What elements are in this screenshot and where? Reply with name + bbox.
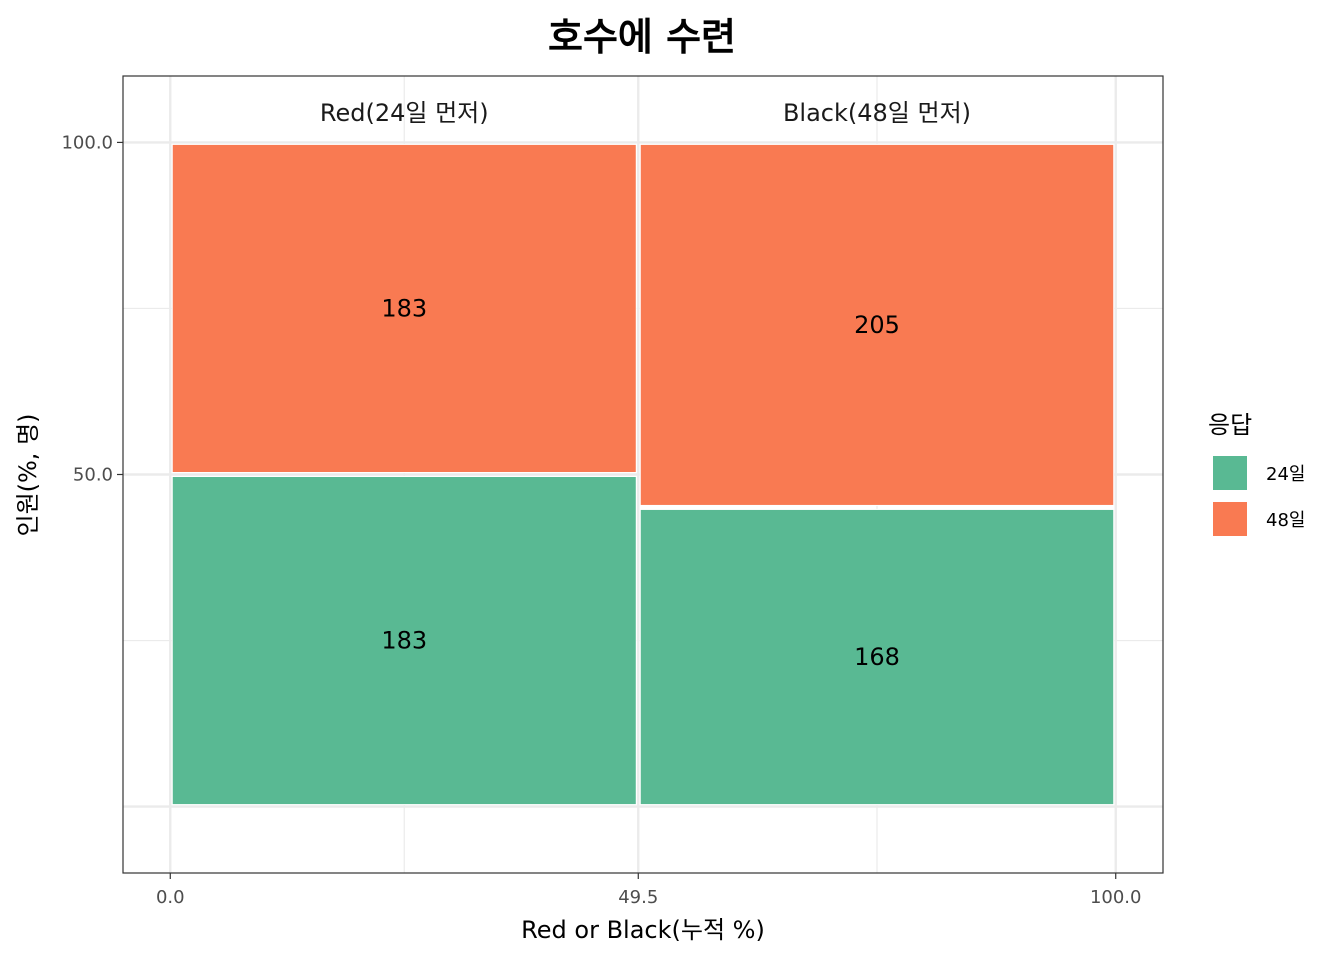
legend-label: 48일 [1266, 510, 1305, 531]
y-axis-title: 인원(%, 명) [14, 413, 42, 536]
legend-title: 응답 [1208, 411, 1252, 439]
mosaic-cell-1-1 [639, 143, 1115, 506]
x-axis-title: Red or Black(누적 %) [521, 916, 765, 944]
strip-labels: Red(24일 먼저) Black(48일 먼저) [320, 99, 971, 127]
mosaic-cell-0-0 [171, 476, 637, 806]
mosaic-cell-0-1 [171, 143, 637, 474]
legend: 응답 24일 48일 [1208, 411, 1305, 536]
strip-label: Red(24일 먼저) [320, 99, 489, 127]
cell-count-label: 205 [854, 311, 900, 339]
mosaic-cells [171, 143, 1115, 806]
legend-label: 24일 [1266, 464, 1305, 485]
x-tick-label: 0.0 [156, 887, 185, 908]
mosaic-cell-1-0 [639, 508, 1115, 806]
chart-title: 호수에 수련 [548, 15, 736, 59]
cell-count-label: 183 [381, 294, 427, 322]
axes: 0.0 49.5 100.0 50.0 100.0 [61, 75, 1164, 908]
legend-key [1213, 502, 1247, 536]
strip-label: Black(48일 먼저) [783, 99, 971, 127]
legend-key [1213, 456, 1247, 490]
x-tick-label: 100.0 [1090, 887, 1142, 908]
y-tick-label: 50.0 [73, 465, 113, 486]
cell-labels: 183 183 168 205 [381, 294, 900, 671]
cell-count-label: 183 [381, 627, 427, 655]
x-tick-label: 49.5 [618, 887, 658, 908]
y-tick-label: 100.0 [61, 132, 113, 153]
cell-count-label: 168 [854, 643, 900, 671]
